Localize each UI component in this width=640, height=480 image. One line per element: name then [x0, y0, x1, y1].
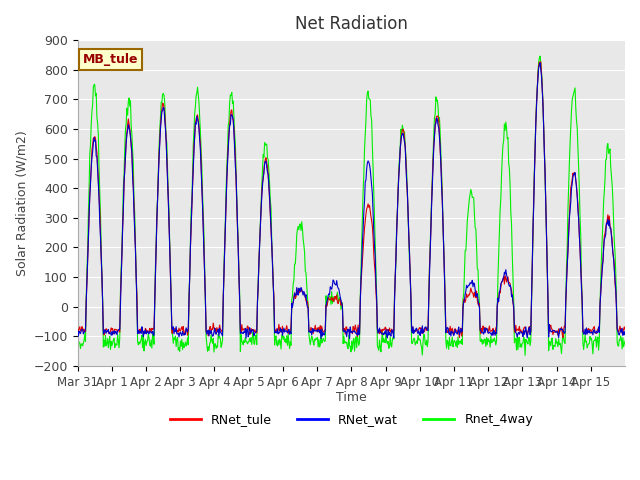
X-axis label: Time: Time [336, 391, 367, 405]
Text: MB_tule: MB_tule [83, 53, 139, 66]
Y-axis label: Solar Radiation (W/m2): Solar Radiation (W/m2) [15, 130, 28, 276]
Legend: RNet_tule, RNet_wat, Rnet_4way: RNet_tule, RNet_wat, Rnet_4way [164, 408, 538, 432]
Title: Net Radiation: Net Radiation [295, 15, 408, 33]
